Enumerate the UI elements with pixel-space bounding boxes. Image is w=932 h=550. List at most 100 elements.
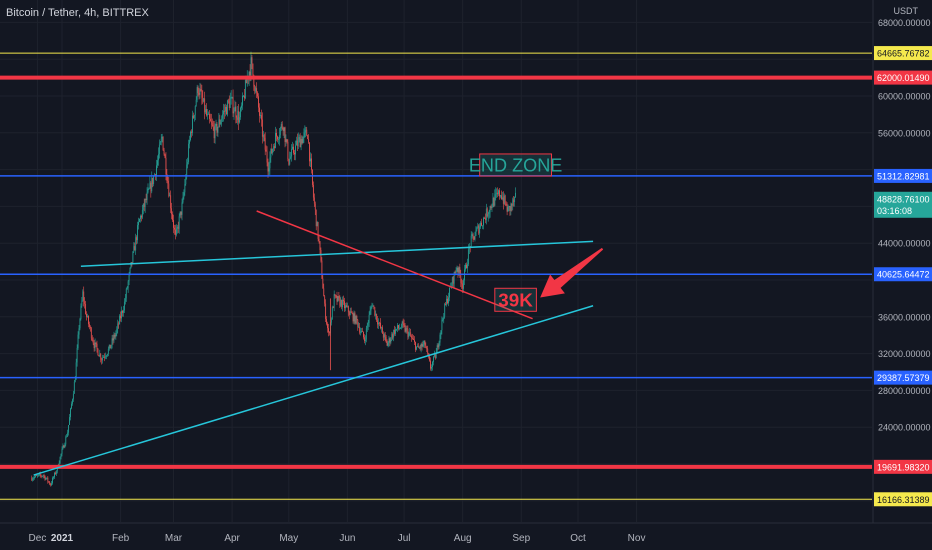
candle-body — [107, 348, 109, 355]
candle-body — [486, 208, 488, 217]
candle-body — [462, 283, 464, 289]
candle-body — [85, 303, 87, 314]
candle-body — [346, 305, 347, 307]
candle-body — [499, 190, 500, 197]
candle-body — [51, 483, 53, 486]
candle-body — [268, 168, 270, 172]
candle-body — [423, 340, 425, 345]
candle-body — [204, 98, 206, 113]
candle-body — [465, 264, 466, 270]
candle-body — [294, 152, 295, 155]
candle-body — [146, 192, 148, 201]
candle-body — [157, 160, 158, 166]
candle-body — [388, 338, 390, 343]
candle-body — [285, 139, 287, 142]
candle-body — [379, 322, 380, 324]
last-price-label: 48828.76100 — [877, 194, 930, 204]
candle-body — [488, 212, 490, 215]
candle-body — [302, 136, 304, 144]
candle-body — [193, 115, 195, 118]
y-tick-label: 36000.00000 — [878, 312, 931, 322]
candle-body — [481, 222, 482, 226]
candle-body — [324, 296, 326, 304]
candle-body — [291, 148, 293, 157]
candle-body — [169, 195, 171, 197]
price-level-label-bg — [874, 168, 932, 183]
candle-body — [356, 315, 358, 321]
candle-body — [149, 182, 151, 189]
candle-body — [196, 87, 198, 100]
candle-body — [484, 217, 485, 219]
candle-body — [477, 225, 479, 228]
candle-body — [237, 111, 239, 120]
candle-body — [216, 123, 218, 133]
candle-body — [59, 456, 61, 464]
candle-body — [459, 267, 461, 275]
candle-body — [315, 209, 317, 227]
candle-body — [308, 139, 310, 143]
candle-body — [426, 347, 428, 349]
candle-body — [369, 310, 371, 315]
candle-body — [502, 197, 504, 204]
candle-body — [258, 96, 259, 108]
price-level-label: 19691.98320 — [877, 462, 930, 472]
candle-body — [257, 92, 259, 97]
candle-body — [72, 393, 74, 400]
candle-body — [365, 328, 367, 340]
candle-body — [62, 445, 64, 449]
candle-body — [220, 121, 222, 125]
candle-body — [435, 351, 437, 359]
trend-lines — [33, 210, 594, 476]
candle-body — [471, 234, 473, 236]
candle-body — [402, 321, 404, 324]
candle-body — [128, 273, 130, 282]
y-tick-label: 60000.00000 — [878, 92, 931, 102]
candle-body — [151, 177, 153, 192]
candle-body — [82, 291, 84, 301]
candle-body — [300, 139, 302, 148]
candle-body — [447, 298, 448, 304]
candle-body — [278, 138, 279, 140]
candle-body — [139, 218, 140, 222]
candle-body — [97, 348, 99, 356]
candle-body — [106, 355, 107, 357]
candle-body — [503, 195, 505, 204]
candle-body — [312, 169, 313, 185]
candle-body — [431, 366, 432, 369]
candle-body — [397, 325, 398, 329]
candle-body — [103, 356, 104, 358]
candle-body — [394, 330, 396, 334]
candle-body — [234, 106, 236, 112]
candle-body — [252, 63, 254, 76]
candle-body — [391, 334, 393, 340]
candle-body — [81, 300, 83, 307]
candle-body — [145, 199, 147, 201]
candle-body — [305, 129, 307, 131]
candle-body — [155, 174, 156, 176]
candle-body — [249, 71, 251, 76]
price-axis[interactable]: 64665.76782 62000.01490 51312.82981 40625.6… — [874, 18, 932, 507]
candle-body — [491, 207, 493, 209]
candle-body — [192, 115, 194, 118]
candle-body — [387, 342, 389, 346]
candle-body — [187, 162, 189, 165]
candle-body — [267, 162, 269, 172]
y-tick-label: 32000.00000 — [878, 349, 931, 359]
candle-body — [126, 288, 128, 289]
candle-body — [42, 475, 44, 477]
candle-body — [140, 215, 142, 218]
candle-body — [487, 214, 489, 217]
candle-body — [393, 330, 395, 338]
candle-body — [357, 320, 359, 327]
candle-body — [498, 190, 499, 195]
candle-body — [448, 297, 449, 304]
y-tick-label: 24000.00000 — [878, 423, 931, 433]
candle-body — [353, 313, 355, 322]
candle-body — [212, 124, 214, 128]
candle-body — [61, 448, 63, 454]
candle-body — [202, 97, 204, 102]
candle-body — [409, 332, 411, 334]
candle-body — [436, 345, 438, 352]
